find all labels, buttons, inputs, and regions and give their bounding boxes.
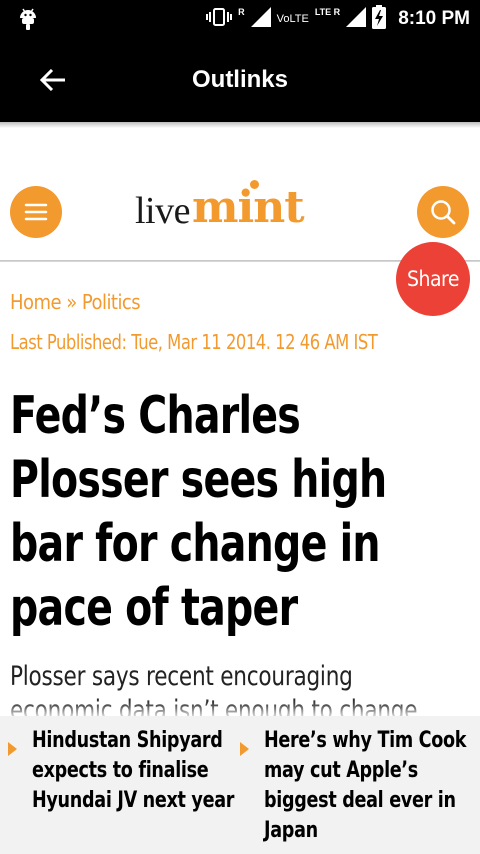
breadcrumb-separator: » bbox=[66, 290, 77, 314]
recommendation-title: Here’s why Tim Cook may cut Apple’s bigg… bbox=[264, 728, 467, 843]
roaming-tag: R bbox=[238, 7, 245, 17]
logo-dot bbox=[249, 180, 259, 189]
headline-line: pace of taper bbox=[10, 578, 298, 638]
breadcrumb: Home » Politics bbox=[10, 290, 141, 314]
logo-live-text: live bbox=[135, 190, 190, 232]
app-bar: Outlinks bbox=[0, 38, 480, 122]
site-header: live mint bbox=[0, 122, 480, 262]
share-button[interactable]: Share bbox=[396, 242, 470, 316]
status-bar: R VoLTE LTE R 8:10 PM bbox=[0, 0, 480, 38]
recommendations-strip: Hindustan Shipyard expects to finalise H… bbox=[0, 716, 480, 854]
volte-label: VoLTE bbox=[276, 12, 309, 25]
headline-line: Fed’s Charles bbox=[10, 386, 301, 446]
search-icon bbox=[431, 200, 456, 225]
search-button[interactable] bbox=[417, 186, 469, 238]
clock: 8:10 PM bbox=[398, 8, 470, 29]
vibrate-icon bbox=[206, 7, 233, 32]
hamburger-icon bbox=[24, 203, 48, 221]
livemint-logo[interactable]: live mint bbox=[135, 170, 305, 233]
headline-line: Plosser sees high bbox=[10, 450, 387, 510]
headline-line: bar for change in bbox=[10, 514, 381, 574]
published-date: Last Published: Tue, Mar 11 2014. 12 46 … bbox=[10, 330, 378, 354]
menu-button[interactable] bbox=[10, 186, 62, 238]
page-title: Outlinks bbox=[191, 66, 288, 93]
signal-icon bbox=[250, 6, 271, 32]
triangle-right-icon bbox=[8, 742, 17, 756]
lte-tag: LTE R bbox=[314, 7, 341, 17]
signal-lte-icon bbox=[346, 6, 367, 32]
recommendation-title: Hindustan Shipyard expects to finalise H… bbox=[32, 728, 235, 813]
breadcrumb-home[interactable]: Home bbox=[10, 290, 62, 314]
android-debug-icon bbox=[16, 6, 40, 32]
logo-mint-text: mint bbox=[191, 180, 305, 233]
arrow-left-icon bbox=[40, 69, 65, 91]
summary-line: Plosser says recent encouraging bbox=[10, 661, 353, 692]
back-button[interactable] bbox=[30, 60, 76, 100]
breadcrumb-section[interactable]: Politics bbox=[81, 290, 141, 314]
triangle-right-icon bbox=[240, 742, 249, 756]
article-headline: Fed’s Charles Plosser sees high bar for … bbox=[10, 384, 405, 640]
app-bar-shadow bbox=[0, 122, 480, 128]
battery-charging-icon bbox=[372, 4, 387, 34]
